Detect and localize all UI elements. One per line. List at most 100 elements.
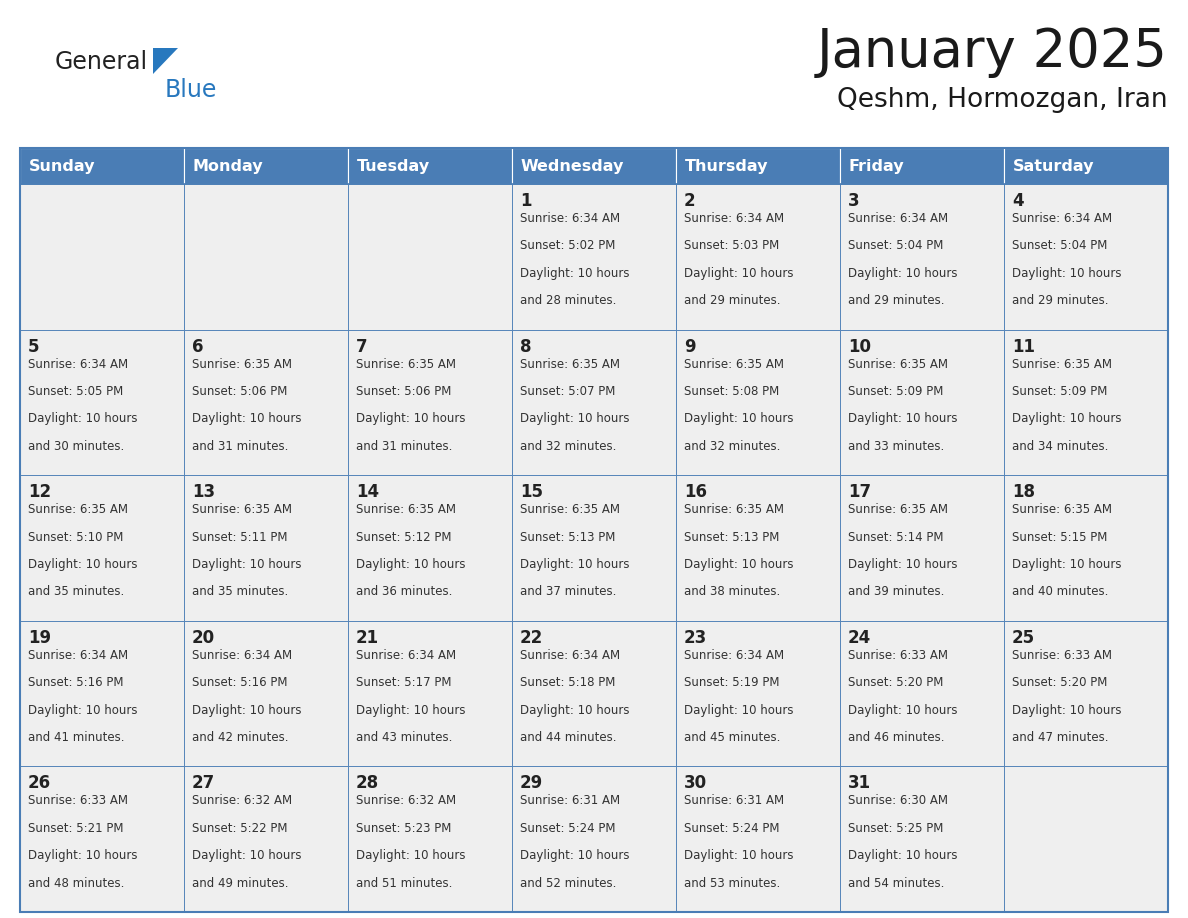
Text: and 33 minutes.: and 33 minutes.	[848, 440, 944, 453]
Text: Daylight: 10 hours: Daylight: 10 hours	[684, 703, 794, 717]
Text: and 38 minutes.: and 38 minutes.	[684, 586, 781, 599]
Text: 17: 17	[848, 483, 871, 501]
Text: and 51 minutes.: and 51 minutes.	[356, 877, 453, 890]
Bar	[512, 476, 676, 621]
Text: Daylight: 10 hours: Daylight: 10 hours	[29, 703, 138, 717]
Text: 8: 8	[520, 338, 531, 355]
Text: Friday: Friday	[849, 159, 904, 174]
Text: and 48 minutes.: and 48 minutes.	[29, 877, 125, 890]
Text: 19: 19	[29, 629, 51, 647]
Text: and 45 minutes.: and 45 minutes.	[684, 731, 781, 744]
Text: Sunrise: 6:33 AM: Sunrise: 6:33 AM	[1012, 649, 1112, 662]
Text: 15: 15	[520, 483, 543, 501]
Text: Qeshm, Hormozgan, Iran: Qeshm, Hormozgan, Iran	[838, 87, 1168, 113]
Bar	[676, 184, 840, 330]
Text: Daylight: 10 hours: Daylight: 10 hours	[1012, 267, 1121, 280]
Text: Sunrise: 6:34 AM: Sunrise: 6:34 AM	[29, 649, 128, 662]
Bar	[1004, 184, 1168, 330]
Text: Sunrise: 6:32 AM: Sunrise: 6:32 AM	[356, 794, 456, 808]
Text: Sunset: 5:09 PM: Sunset: 5:09 PM	[848, 385, 943, 398]
Text: Daylight: 10 hours: Daylight: 10 hours	[684, 267, 794, 280]
Text: Sunset: 5:21 PM: Sunset: 5:21 PM	[29, 822, 124, 834]
Text: General: General	[55, 50, 148, 74]
Text: Daylight: 10 hours: Daylight: 10 hours	[356, 558, 466, 571]
Text: and 32 minutes.: and 32 minutes.	[684, 440, 781, 453]
Text: Sunset: 5:20 PM: Sunset: 5:20 PM	[1012, 677, 1107, 689]
Text: Daylight: 10 hours: Daylight: 10 hours	[520, 703, 630, 717]
Polygon shape	[153, 48, 178, 74]
Text: Sunset: 5:10 PM: Sunset: 5:10 PM	[29, 531, 124, 543]
Text: Sunrise: 6:34 AM: Sunrise: 6:34 AM	[356, 649, 456, 662]
Text: Sunset: 5:22 PM: Sunset: 5:22 PM	[192, 822, 287, 834]
Text: and 52 minutes.: and 52 minutes.	[520, 877, 617, 890]
Text: Sunday: Sunday	[29, 159, 95, 174]
Text: Blue: Blue	[165, 78, 217, 102]
Text: and 40 minutes.: and 40 minutes.	[1012, 586, 1108, 599]
Text: Sunset: 5:16 PM: Sunset: 5:16 PM	[192, 677, 287, 689]
Text: Sunrise: 6:35 AM: Sunrise: 6:35 AM	[1012, 358, 1112, 371]
Text: 31: 31	[848, 775, 871, 792]
Text: Daylight: 10 hours: Daylight: 10 hours	[848, 703, 958, 717]
Text: 24: 24	[848, 629, 871, 647]
Text: 6: 6	[192, 338, 203, 355]
Text: Sunset: 5:03 PM: Sunset: 5:03 PM	[684, 240, 779, 252]
Text: and 35 minutes.: and 35 minutes.	[29, 586, 125, 599]
Text: Saturday: Saturday	[1013, 159, 1094, 174]
Text: Daylight: 10 hours: Daylight: 10 hours	[1012, 558, 1121, 571]
Bar	[348, 148, 512, 184]
Text: Sunrise: 6:34 AM: Sunrise: 6:34 AM	[520, 212, 620, 225]
Text: 14: 14	[356, 483, 379, 501]
Text: and 44 minutes.: and 44 minutes.	[520, 731, 617, 744]
Bar	[348, 621, 512, 767]
Text: January 2025: January 2025	[817, 26, 1168, 78]
Text: Sunrise: 6:35 AM: Sunrise: 6:35 AM	[29, 503, 128, 516]
Text: Sunset: 5:04 PM: Sunset: 5:04 PM	[1012, 240, 1107, 252]
Text: Tuesday: Tuesday	[358, 159, 430, 174]
Text: 4: 4	[1012, 192, 1024, 210]
Text: and 32 minutes.: and 32 minutes.	[520, 440, 617, 453]
Text: and 49 minutes.: and 49 minutes.	[192, 877, 289, 890]
Text: Daylight: 10 hours: Daylight: 10 hours	[520, 849, 630, 862]
Text: Sunrise: 6:33 AM: Sunrise: 6:33 AM	[29, 794, 128, 808]
Text: Sunrise: 6:35 AM: Sunrise: 6:35 AM	[356, 358, 456, 371]
Text: and 29 minutes.: and 29 minutes.	[684, 294, 781, 308]
Text: and 41 minutes.: and 41 minutes.	[29, 731, 125, 744]
Bar	[184, 148, 348, 184]
Text: and 53 minutes.: and 53 minutes.	[684, 877, 781, 890]
Text: Sunset: 5:05 PM: Sunset: 5:05 PM	[29, 385, 124, 398]
Bar	[840, 767, 1004, 912]
Text: Daylight: 10 hours: Daylight: 10 hours	[192, 558, 302, 571]
Text: Sunrise: 6:32 AM: Sunrise: 6:32 AM	[192, 794, 292, 808]
Text: Daylight: 10 hours: Daylight: 10 hours	[29, 558, 138, 571]
Text: Sunrise: 6:35 AM: Sunrise: 6:35 AM	[684, 358, 784, 371]
Text: 18: 18	[1012, 483, 1035, 501]
Text: Daylight: 10 hours: Daylight: 10 hours	[848, 267, 958, 280]
Bar	[184, 476, 348, 621]
Text: Sunset: 5:12 PM: Sunset: 5:12 PM	[356, 531, 451, 543]
Text: Daylight: 10 hours: Daylight: 10 hours	[356, 703, 466, 717]
Text: Sunrise: 6:34 AM: Sunrise: 6:34 AM	[684, 649, 784, 662]
Text: and 29 minutes.: and 29 minutes.	[848, 294, 944, 308]
Text: 5: 5	[29, 338, 39, 355]
Text: 7: 7	[356, 338, 367, 355]
Text: 1: 1	[520, 192, 531, 210]
Text: 13: 13	[192, 483, 215, 501]
Bar	[348, 767, 512, 912]
Text: and 31 minutes.: and 31 minutes.	[192, 440, 289, 453]
Bar	[840, 148, 1004, 184]
Text: Daylight: 10 hours: Daylight: 10 hours	[848, 412, 958, 425]
Text: Daylight: 10 hours: Daylight: 10 hours	[192, 849, 302, 862]
Text: Sunset: 5:16 PM: Sunset: 5:16 PM	[29, 677, 124, 689]
Bar	[1004, 476, 1168, 621]
Text: 9: 9	[684, 338, 696, 355]
Text: and 34 minutes.: and 34 minutes.	[1012, 440, 1108, 453]
Bar	[20, 621, 184, 767]
Text: 16: 16	[684, 483, 707, 501]
Text: Sunset: 5:13 PM: Sunset: 5:13 PM	[520, 531, 615, 543]
Text: 29: 29	[520, 775, 543, 792]
Text: and 46 minutes.: and 46 minutes.	[848, 731, 944, 744]
Text: Daylight: 10 hours: Daylight: 10 hours	[192, 412, 302, 425]
Text: Sunset: 5:20 PM: Sunset: 5:20 PM	[848, 677, 943, 689]
Bar	[1004, 767, 1168, 912]
Text: 11: 11	[1012, 338, 1035, 355]
